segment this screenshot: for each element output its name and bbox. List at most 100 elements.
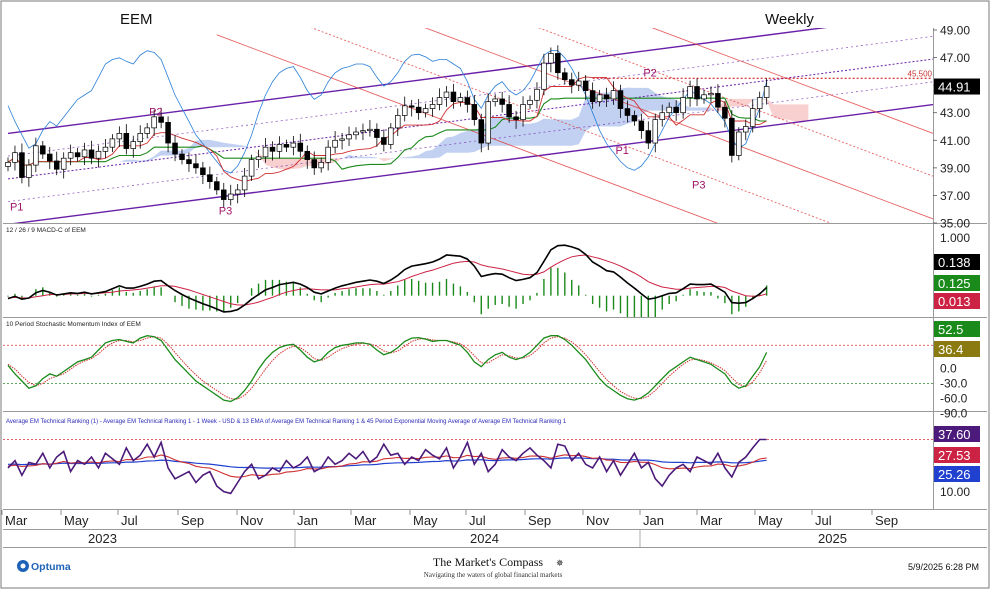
candle-body	[33, 145, 39, 166]
resistance-label: 45.500	[908, 69, 933, 78]
footer-publisher: The Market's Compass	[433, 555, 543, 569]
ichimoku-cloud-3	[376, 157, 391, 162]
price-axis-tick-label: 35.00	[940, 217, 970, 231]
candle-body	[255, 156, 262, 160]
footer: Optuma The Market's Compass ✵ Navigating…	[17, 555, 979, 579]
rank-last-badge	[934, 466, 980, 482]
candle-body	[596, 94, 603, 103]
candle-body	[457, 97, 464, 103]
chart-title-interval: Weekly	[765, 11, 814, 28]
compass-icon: ✵	[556, 559, 564, 569]
price-annotations: 45.500 P1 P2 P3 P1 P2 P3	[10, 68, 933, 218]
candle-body	[47, 153, 53, 162]
candle-body	[40, 145, 46, 155]
candle-body	[541, 62, 547, 90]
price-last-value: 44.91	[938, 80, 971, 95]
x-axis-month-label: Mar	[5, 513, 28, 528]
price-axis-tick-label: 43.00	[940, 106, 970, 120]
candle-body	[116, 133, 123, 140]
x-axis-month-label: Jul	[469, 513, 486, 528]
candle-body	[381, 137, 387, 145]
candle-body	[332, 139, 338, 148]
candle-body	[12, 152, 18, 163]
candle-body	[694, 86, 700, 100]
macd-last-badge	[934, 275, 980, 291]
candle-body	[617, 90, 624, 109]
candle-body	[701, 94, 707, 100]
candle-body	[736, 131, 742, 156]
candle-body	[401, 105, 408, 116]
candle-body	[26, 164, 32, 178]
ichimoku-cloud-5	[711, 98, 753, 112]
stoch-axis-label: 0.0	[940, 362, 957, 376]
candle-body	[200, 167, 206, 176]
candle-body	[374, 128, 380, 138]
x-axis-month-label: Jan	[643, 513, 664, 528]
rank-last-value: 25.26	[938, 467, 971, 482]
stoch-line	[7, 335, 768, 403]
candle-body	[499, 98, 505, 105]
candle-body	[743, 126, 749, 133]
stochastic-panel	[3, 335, 933, 403]
stoch-last-badge	[934, 321, 980, 337]
overlay-momentum-line	[7, 50, 767, 174]
stoch-last-value: 36.4	[938, 342, 963, 357]
candle-body	[165, 122, 171, 144]
candle-body	[214, 181, 220, 191]
candle-body	[749, 108, 756, 127]
candle-body	[360, 130, 366, 133]
x-axis-month-label: Jul	[815, 513, 832, 528]
candle-body	[485, 101, 491, 144]
x-axis-month-label: May	[64, 513, 89, 528]
pitchfork-line-4	[216, 34, 719, 223]
candle-body	[276, 144, 283, 152]
candle-body	[478, 119, 485, 144]
candle-body	[283, 144, 290, 148]
panel-borders	[3, 28, 987, 548]
candle-body	[506, 104, 512, 118]
x-axis-year-label: 2025	[818, 531, 847, 546]
price-axis-tick-label: 39.00	[940, 161, 970, 175]
candle-body	[729, 117, 735, 156]
x-axis-year-label: 2024	[470, 531, 499, 546]
candle-body	[346, 134, 352, 140]
candle-body	[227, 193, 234, 200]
rank-last-badge	[934, 447, 980, 463]
pivot-label-p1: P1	[615, 145, 628, 157]
footer-tagline: Navigating the waters of global financia…	[424, 571, 563, 579]
candle-body	[221, 189, 227, 200]
candle-body	[269, 146, 276, 152]
chart-title-symbol: EEM	[120, 11, 153, 28]
candle-body	[311, 159, 317, 169]
macd-last-badge	[934, 254, 980, 270]
candle-body	[241, 175, 248, 191]
x-axis-month-label: Sep	[875, 513, 898, 528]
candle-body	[527, 99, 533, 105]
price-axis-tick-label: 41.00	[940, 134, 970, 148]
optuma-logo-icon-inner	[20, 563, 26, 569]
candle-body	[436, 97, 443, 105]
candle-body	[464, 97, 471, 105]
candle-body	[415, 106, 422, 114]
candle-body	[137, 133, 143, 143]
pivot-label-p3: P3	[219, 206, 232, 218]
candle-body	[67, 152, 74, 159]
candle-body	[548, 53, 554, 64]
price-axis-tick-label: 49.00	[940, 24, 970, 38]
candle-body	[325, 146, 331, 163]
rank-last-value: 37.60	[938, 427, 971, 442]
candle-body	[687, 86, 693, 98]
pivot-label-p2: P2	[149, 106, 162, 118]
candle-body	[262, 146, 269, 158]
x-axis-month-label: May	[413, 513, 438, 528]
macd-axis-label: 1.000	[940, 231, 970, 245]
footer-timestamp: 5/9/2025 6:28 PM	[908, 562, 979, 572]
rank-line	[7, 438, 767, 495]
x-axis-year-label: 2023	[88, 531, 117, 546]
stoch-last-badge	[934, 341, 980, 357]
rank-last-value: 27.53	[938, 448, 971, 463]
axes: 35.0037.0039.0041.0043.0045.0047.0049.00…	[1, 24, 980, 547]
candle-body	[130, 141, 137, 149]
candle-body	[513, 116, 519, 120]
